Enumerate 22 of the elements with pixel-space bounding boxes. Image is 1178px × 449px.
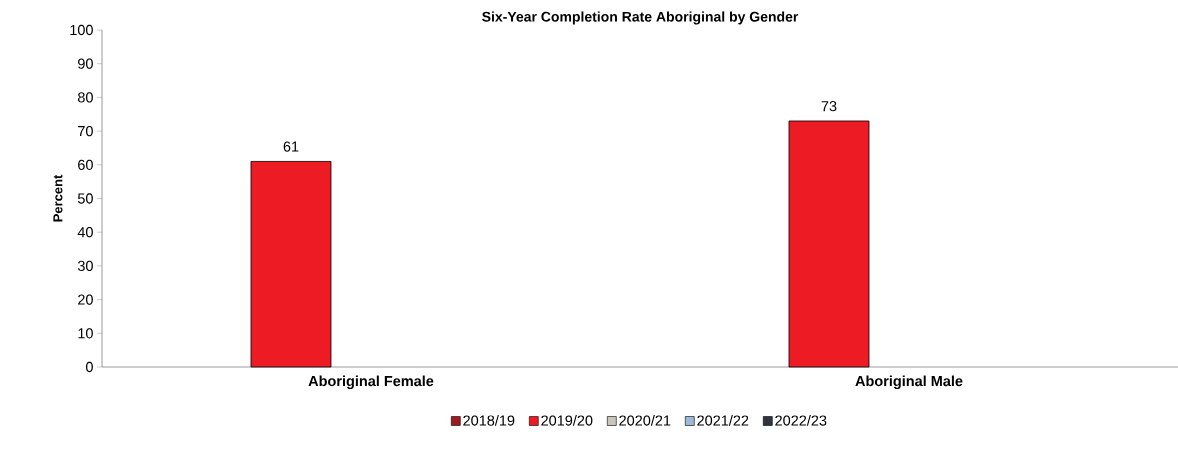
x-tick-label: Aboriginal Male (855, 375, 963, 390)
y-tick-label: 40 (77, 227, 93, 238)
legend-label: 2021/22 (697, 415, 749, 426)
x-tick-label: Aboriginal Female (308, 375, 434, 390)
y-tick-label: 100 (70, 24, 93, 36)
data-label: 73 (821, 101, 837, 112)
legend-label: 2018/19 (463, 415, 515, 426)
legend-label: 2022/23 (775, 415, 827, 426)
y-tick-label: 20 (78, 294, 93, 305)
data-label: 61 (283, 141, 299, 152)
y-tick-label: 60 (78, 159, 93, 170)
y-tick-label: 30 (77, 260, 93, 272)
chart-title: Six-Year Completion Rate Aboriginal by Gender (482, 11, 799, 25)
y-tick-label: 0 (85, 361, 93, 373)
y-tick-label: 50 (77, 193, 93, 204)
y-tick-label: 10 (78, 328, 93, 339)
legend-label: 2020/21 (619, 415, 671, 426)
y-tick-label: 80 (77, 92, 93, 103)
y-axis-title: Percent (53, 174, 63, 222)
y-tick-label: 70 (78, 125, 93, 137)
y-tick-label: 90 (78, 58, 93, 69)
legend-label: 2019/20 (541, 415, 593, 426)
